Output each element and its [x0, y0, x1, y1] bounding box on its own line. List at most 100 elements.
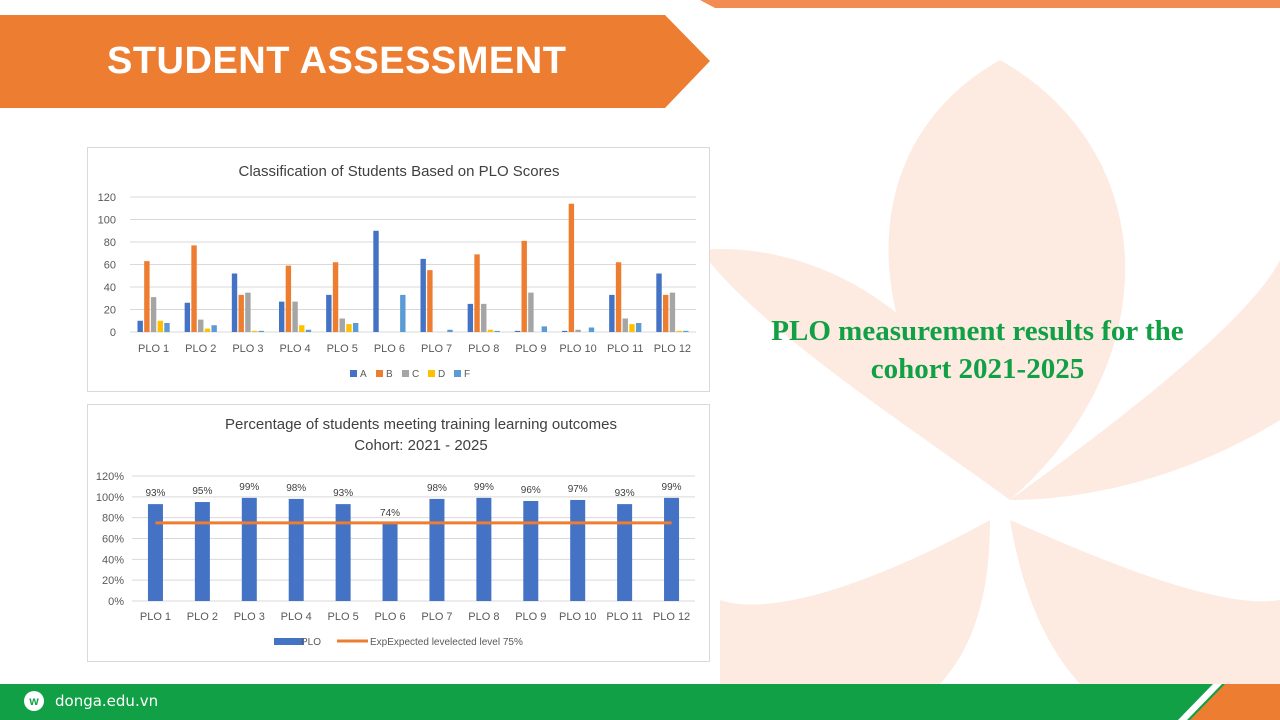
- bar-f: [400, 294, 406, 332]
- x-tick-label: PLO 12: [653, 611, 690, 623]
- y-tick-label: 100%: [96, 492, 124, 504]
- bar-a: [467, 303, 474, 332]
- bar-plo: [288, 498, 304, 601]
- chart-panel-classification: Classification of Students Based on PLO …: [87, 147, 710, 392]
- bar-f: [447, 329, 453, 332]
- bar-a: [231, 273, 238, 332]
- bar-plo: [382, 523, 398, 601]
- bar-f: [164, 323, 170, 332]
- bar-plo: [523, 501, 539, 601]
- y-tick-label: 100: [98, 215, 116, 227]
- bar-a: [184, 302, 191, 332]
- bar-c: [292, 301, 298, 332]
- bar-b: [144, 261, 150, 332]
- x-tick-label: PLO 7: [421, 343, 452, 355]
- bar-a: [561, 330, 568, 332]
- bar-d: [157, 320, 163, 332]
- bar-c: [669, 292, 676, 332]
- legend-label-d: D: [438, 369, 445, 380]
- data-label: 98%: [286, 483, 306, 494]
- legend-label-a: A: [360, 369, 367, 380]
- legend-swatch-f: [454, 370, 461, 377]
- y-tick-label: 0%: [108, 596, 124, 608]
- bar-plo: [194, 502, 210, 601]
- bar-b: [427, 270, 433, 332]
- side-caption: PLO measurement results for the cohort 2…: [730, 312, 1225, 388]
- bar-f: [258, 330, 265, 332]
- bar-b: [521, 240, 527, 332]
- x-tick-label: PLO 1: [140, 611, 171, 623]
- chart-title: Percentage of students meeting training …: [225, 416, 617, 433]
- footer-bar: [0, 684, 1280, 720]
- y-tick-label: 40%: [102, 554, 124, 566]
- chart-subtitle: Cohort: 2021 - 2025: [354, 437, 487, 454]
- x-tick-label: PLO 5: [327, 343, 358, 355]
- x-tick-label: PLO 12: [654, 343, 691, 355]
- bar-d: [676, 330, 682, 332]
- chart-panel-percentage: Percentage of students meeting training …: [87, 404, 710, 662]
- bar-f: [541, 326, 548, 332]
- bar-f: [494, 330, 500, 332]
- y-tick-label: 60: [104, 260, 116, 272]
- data-label: 99%: [239, 482, 259, 493]
- x-tick-label: PLO 1: [138, 343, 169, 355]
- footer-site-link[interactable]: donga.edu.vn: [55, 692, 159, 710]
- page-title: STUDENT ASSESSMENT: [107, 40, 567, 82]
- footer-logo-icon: w: [24, 691, 44, 711]
- data-label: 97%: [568, 484, 588, 495]
- x-tick-label: PLO 10: [559, 343, 596, 355]
- bar-d: [487, 329, 494, 332]
- bar-plo: [147, 504, 163, 601]
- bar-c: [198, 319, 204, 332]
- bar-d: [251, 330, 258, 332]
- bar-b: [474, 254, 480, 332]
- x-tick-label: PLO 8: [468, 611, 499, 623]
- bar-a: [137, 320, 143, 332]
- legend-label-expected: ExpExpected levelected level 75%: [370, 637, 523, 648]
- bar-b: [568, 203, 575, 332]
- x-tick-label: PLO 3: [234, 611, 265, 623]
- y-tick-label: 20: [104, 305, 116, 317]
- data-label: 93%: [615, 488, 635, 499]
- side-caption-line2: cohort 2021-2025: [870, 353, 1085, 385]
- legend-label-c: C: [412, 369, 419, 380]
- bar-a: [420, 258, 426, 332]
- bar-b: [663, 294, 669, 332]
- side-caption-line1: PLO measurement results for the: [771, 315, 1184, 347]
- bar-plo: [241, 497, 257, 601]
- legend-label-b: B: [386, 369, 393, 380]
- bar-c: [339, 318, 345, 332]
- percentage-chart: Percentage of students meeting training …: [96, 416, 695, 648]
- y-tick-label: 40: [104, 282, 116, 294]
- bar-b: [238, 294, 244, 332]
- title-banner: [0, 15, 710, 108]
- legend-swatch-a: [350, 370, 357, 377]
- bar-c: [481, 303, 487, 332]
- y-tick-label: 20%: [102, 575, 124, 587]
- x-tick-label: PLO 4: [279, 343, 310, 355]
- data-label: 96%: [521, 485, 541, 496]
- bar-b: [615, 262, 622, 332]
- x-tick-label: PLO 3: [232, 343, 263, 355]
- x-tick-label: PLO 10: [559, 611, 596, 623]
- x-tick-label: PLO 2: [187, 611, 218, 623]
- bar-a: [326, 294, 332, 332]
- bar-d: [629, 324, 635, 332]
- x-tick-label: PLO 6: [374, 343, 405, 355]
- y-tick-label: 60%: [102, 534, 124, 546]
- data-label: 99%: [474, 482, 494, 493]
- bar-b: [332, 262, 339, 332]
- bar-c: [150, 297, 157, 332]
- bar-a: [373, 230, 379, 332]
- legend-label-plo: PLO: [301, 637, 321, 648]
- x-tick-label: PLO 5: [328, 611, 359, 623]
- x-tick-label: PLO 11: [607, 343, 644, 355]
- x-tick-label: PLO 9: [515, 611, 546, 623]
- chart-title: Classification of Students Based on PLO …: [238, 163, 559, 180]
- data-label: 98%: [427, 483, 447, 494]
- x-tick-label: PLO 2: [185, 343, 216, 355]
- bar-b: [285, 265, 292, 332]
- bar-c: [528, 292, 534, 332]
- y-tick-label: 80: [104, 237, 116, 249]
